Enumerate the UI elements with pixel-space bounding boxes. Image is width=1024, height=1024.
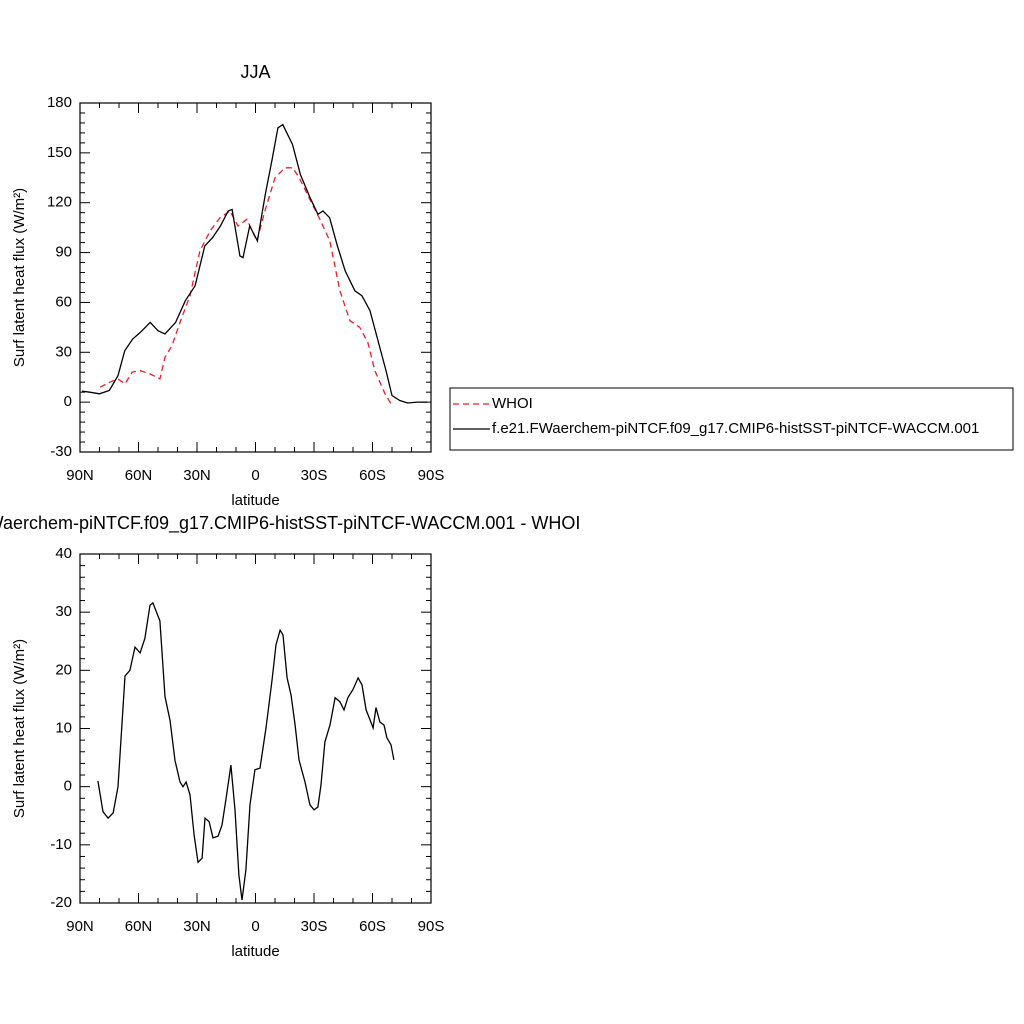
data-line [97,601,395,901]
y-axis-label: Surf latent heat flux (W/m²) [11,188,28,367]
x-tick-label: 30N [183,467,211,484]
legend-label: f.e21.FWaerchem-piNTCF.f09_g17.CMIP6-his… [492,420,979,437]
y-tick-label: -30 [50,443,72,460]
y-tick-label: 30 [55,603,72,620]
x-tick-label: 90N [66,467,94,484]
y-axis-label: Surf latent heat flux (W/m²) [11,639,28,818]
y-tick-label: 40 [55,545,72,562]
x-tick-label: 90S [418,467,445,484]
legend-label: WHOI [492,395,533,412]
plot-frame [79,102,432,453]
x-tick-label: 60N [125,467,153,484]
y-tick-label: 10 [55,719,72,736]
y-tick-label: -20 [50,894,72,911]
y-tick-label: 180 [47,94,72,111]
y-tick-label: 30 [55,343,72,360]
x-tick-label: 60S [359,467,386,484]
x-tick-label: 60S [359,918,386,935]
x-tick-label: 0 [251,467,259,484]
data-line [81,123,428,404]
y-tick-label: -10 [50,836,72,853]
y-tick-label: 60 [55,293,72,310]
y-tick-label: 20 [55,661,72,678]
chart-title: f.e21.FWaerchem-piNTCF.f09_g17.CMIP6-his… [0,513,580,534]
x-tick-label: 90S [418,918,445,935]
y-tick-label: 150 [47,144,72,161]
y-tick-label: 90 [55,244,72,261]
x-tick-label: 90N [66,918,94,935]
legend-box [449,387,1014,451]
x-axis-label: latitude [231,492,279,509]
data-line [99,167,393,406]
x-tick-label: 60N [125,918,153,935]
x-tick-label: 0 [251,918,259,935]
x-tick-label: 30N [183,918,211,935]
plot-frame [79,553,432,904]
y-tick-label: 120 [47,194,72,211]
y-tick-label: 0 [64,393,72,410]
x-axis-label: latitude [231,943,279,960]
y-tick-label: 0 [64,778,72,795]
chart-title: JJA [240,62,270,82]
x-tick-label: 30S [301,918,328,935]
x-tick-label: 30S [301,467,328,484]
